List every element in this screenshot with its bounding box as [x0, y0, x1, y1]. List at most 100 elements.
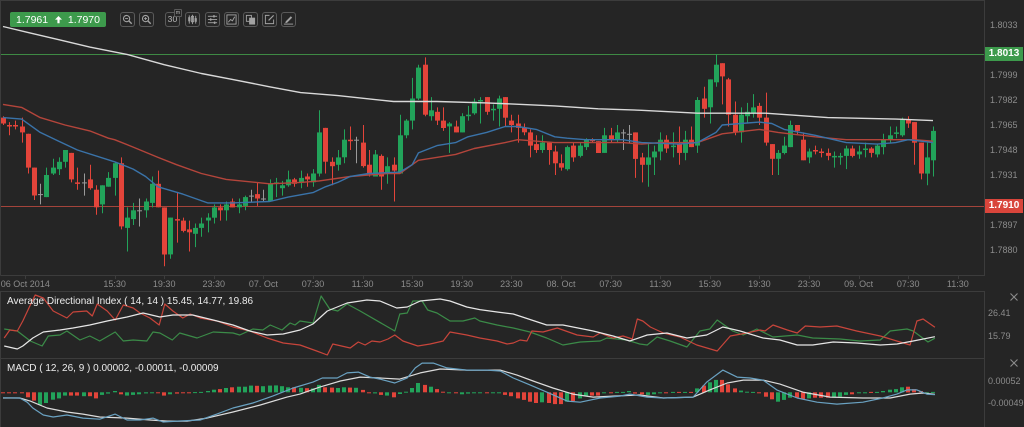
adx-panel-close-button[interactable]	[1009, 292, 1019, 302]
histogram-bar	[193, 392, 197, 394]
candle	[652, 145, 657, 175]
candle	[460, 113, 465, 133]
candle	[125, 207, 130, 252]
histogram-bar	[156, 392, 160, 394]
histogram-bar	[590, 392, 594, 396]
histogram-bar	[925, 392, 929, 394]
histogram-bar	[640, 392, 644, 395]
candle	[671, 132, 676, 158]
histogram-bar	[838, 392, 842, 397]
candle	[410, 77, 415, 130]
macd-panel-close-button[interactable]	[1009, 358, 1019, 368]
candle	[875, 144, 880, 158]
trendline-button[interactable]	[224, 12, 239, 27]
candle	[912, 122, 917, 165]
candle	[931, 126, 936, 177]
candle	[919, 142, 924, 180]
main-chart-plot-area[interactable]	[1, 1, 984, 275]
histogram-bar	[869, 391, 873, 393]
histogram-bar	[249, 385, 253, 393]
candle	[578, 142, 583, 158]
histogram-bar	[801, 392, 805, 400]
histogram-bar	[404, 391, 408, 393]
histogram-bar	[776, 392, 780, 402]
indicators-button[interactable]	[205, 12, 220, 27]
zoom-out-icon	[122, 14, 133, 25]
zoom-in-button[interactable]	[139, 12, 154, 27]
histogram-bar	[150, 392, 154, 394]
candle	[819, 148, 824, 158]
histogram-bar	[292, 387, 296, 393]
histogram-bar	[206, 391, 210, 393]
histogram-bar	[106, 392, 110, 394]
candle	[342, 129, 347, 164]
time-axis-label: 15:30	[103, 279, 126, 289]
quote-badge: 1.7961 1.7970	[10, 12, 106, 27]
candle	[553, 145, 558, 175]
time-axis-label: 11:30	[351, 279, 374, 289]
histogram-bar	[88, 392, 92, 397]
histogram-bar	[888, 389, 892, 393]
histogram-bar	[336, 388, 340, 393]
histogram-bar	[199, 391, 203, 393]
macd-panel-title: MACD ( 12, 26, 9 ) 0.00002, -0.00011, -0…	[7, 363, 219, 374]
histogram-bar	[528, 392, 532, 402]
histogram-bar	[162, 392, 166, 396]
histogram-bar	[348, 387, 352, 393]
draw-button[interactable]	[281, 12, 296, 27]
histogram-bar	[268, 385, 272, 393]
candle	[354, 136, 359, 164]
histogram-bar	[602, 392, 606, 394]
histogram-bar	[720, 379, 724, 393]
zoom-out-button[interactable]	[120, 12, 135, 27]
candle	[199, 217, 204, 237]
histogram-bar	[168, 392, 172, 395]
panel-frames	[0, 0, 985, 427]
histogram-bar	[509, 392, 513, 397]
histogram-bar	[671, 391, 675, 393]
moving-average-overlays	[2, 25, 934, 204]
histogram-bar	[410, 388, 414, 393]
price-axis[interactable]: 1.8033 1.7999 1.7982 1.7965 1.7948 1.7931 1.78…	[985, 0, 1024, 427]
candle	[925, 142, 930, 186]
macd-lines	[2, 362, 935, 423]
histogram-bar	[875, 391, 879, 393]
candle	[367, 150, 372, 177]
histogram-bar	[367, 392, 371, 394]
histogram-bar	[20, 392, 24, 394]
histogram-bar	[137, 392, 141, 395]
histogram-bar	[770, 392, 774, 400]
annotate-button[interactable]	[262, 12, 277, 27]
price-axis-label: 1.8033	[990, 20, 1018, 30]
histogram-bar	[832, 392, 836, 398]
adx-axis-label: 15.79	[988, 331, 1011, 341]
chart-type-button[interactable]	[185, 12, 200, 27]
duplicate-button[interactable]	[243, 12, 258, 27]
histogram-bar	[689, 391, 693, 393]
time-axis-label: 23:30	[797, 279, 821, 289]
histogram-bar	[398, 392, 402, 394]
histogram-bar	[733, 388, 737, 393]
adx-lines	[3, 294, 936, 356]
histogram-bar	[1, 392, 5, 394]
candle	[373, 150, 378, 177]
candle	[119, 157, 124, 230]
candle	[416, 64, 421, 100]
candle	[627, 125, 632, 143]
timeframe-button[interactable]: 30 m	[165, 9, 182, 27]
histogram-bar	[702, 385, 706, 393]
histogram-bar	[113, 391, 117, 393]
histogram-bar	[900, 387, 904, 393]
candle	[807, 148, 812, 164]
candlestick-series	[1, 54, 936, 267]
time-axis-label: 07:30	[301, 279, 325, 289]
candle	[869, 147, 874, 158]
histogram-bar	[695, 388, 699, 393]
candle	[801, 132, 806, 161]
candle	[404, 119, 409, 139]
histogram-bar	[460, 392, 464, 395]
histogram-bar	[63, 392, 67, 396]
histogram-bar	[714, 379, 718, 393]
candle	[94, 185, 99, 215]
candle	[323, 127, 328, 174]
